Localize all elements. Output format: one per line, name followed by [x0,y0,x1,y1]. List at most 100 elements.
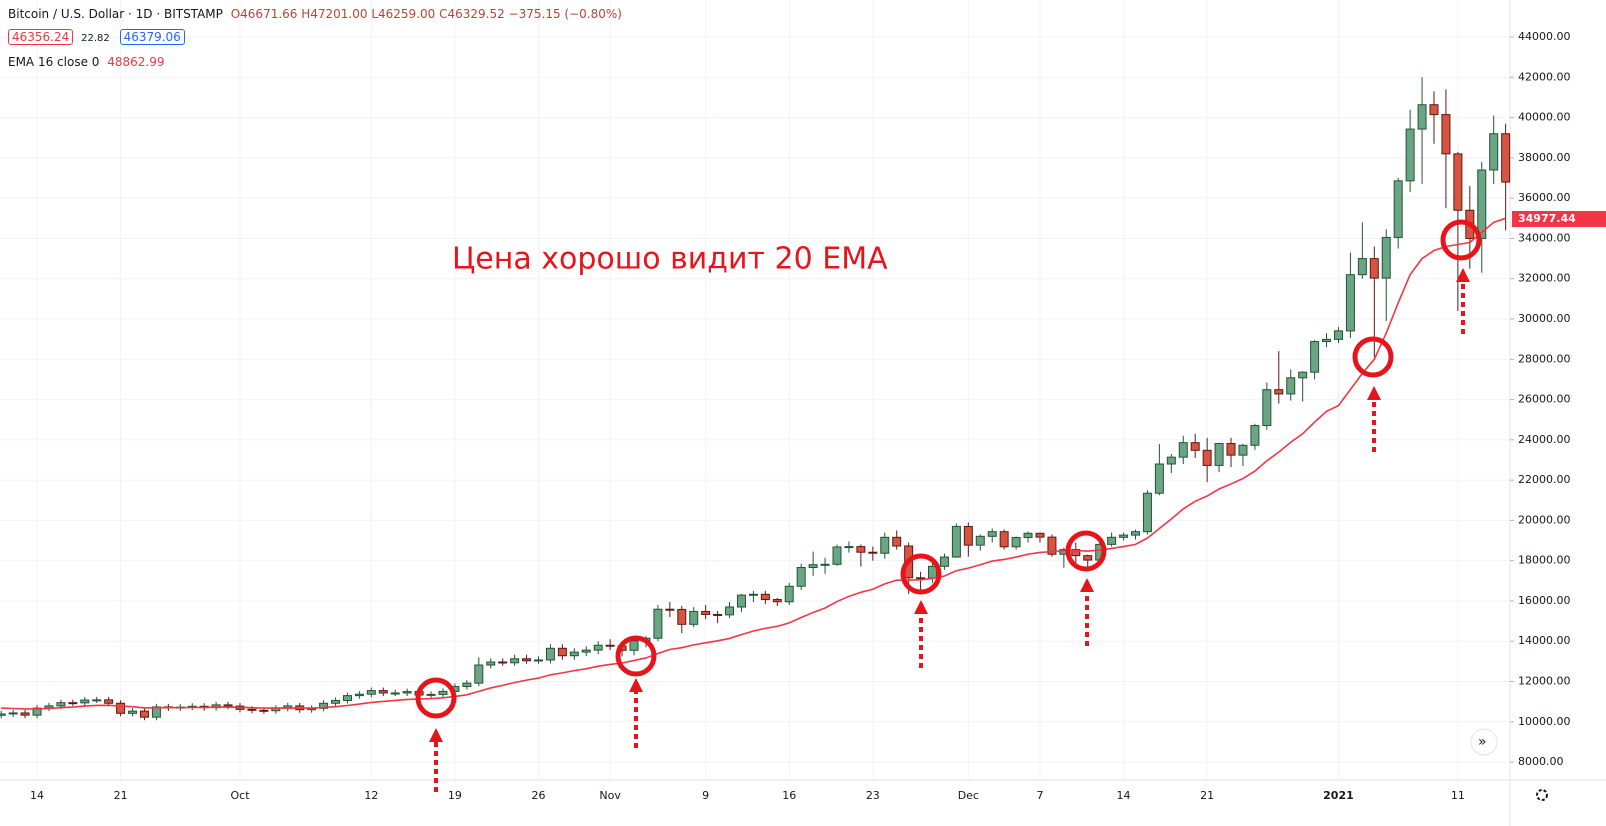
x-tick-label: 2021 [1323,789,1354,802]
candle-body [892,536,902,547]
candle-body [522,658,532,662]
scroll-icon[interactable]: » [1478,734,1487,750]
candle-body [68,702,78,705]
scroll-button[interactable] [1470,728,1498,756]
candle-body [259,709,269,712]
candle-body [1310,341,1320,373]
spread: 22.82 [81,33,110,44]
candle-body [0,713,6,716]
candle-body [1190,442,1200,451]
candle-body [760,593,770,601]
candle-body [1345,274,1355,332]
candle-body [1154,463,1164,494]
candle-body [1131,531,1140,536]
x-tick-label: Dec [958,789,979,802]
candle-body [1453,153,1463,211]
annotation-marks [415,219,1482,792]
candle-body [32,707,42,716]
ema-legend: EMA 16 close 0 48862.99 [8,55,165,69]
candle-body [116,702,126,714]
candle-body [1119,534,1129,538]
arrow-shafts [434,282,1465,792]
candle-body [1011,537,1021,548]
candle-body [319,702,329,709]
candle-body [1071,549,1081,557]
candle-body [928,565,938,579]
candle-body [402,691,412,694]
candle-body [1322,338,1332,343]
settings-icon[interactable] [1536,789,1548,801]
candle-body [104,699,114,704]
circle [900,553,942,595]
candle-body [1417,104,1427,130]
candle-body [1477,169,1487,239]
circle [415,677,457,719]
candle-body [534,659,543,662]
x-tick-label: 19 [448,789,462,802]
x-tick-label: Oct [230,789,250,802]
annotation: Цена хорошо видит 20 EMA [452,242,888,277]
candle-body [772,599,782,603]
y-tick-label: 26000.00 [1518,393,1571,406]
candle-body [653,608,663,639]
candle-body [498,661,508,664]
ask-box[interactable]: 46379.06 [119,29,185,45]
y-tick-label: 24000.00 [1518,433,1571,446]
ema-value: 48862.99 [107,55,165,69]
candle-body [342,695,352,701]
y-tick-label: 38000.00 [1518,151,1571,164]
candle-body [390,692,400,695]
candle-body [1178,442,1188,458]
candle-body [593,644,603,651]
candle-body [1166,456,1176,465]
x-tick-label: Nov [599,789,621,802]
candle-body [808,564,818,569]
ema-name: EMA 16 close 0 [8,55,100,69]
circle [1440,219,1482,261]
x-tick-label: 11 [1451,789,1465,802]
arrow-head [1456,268,1470,282]
y-tick-label: 22000.00 [1518,473,1571,486]
candle-body [748,593,758,596]
candle-body [951,525,961,558]
candle-body [713,613,723,616]
candle-body [486,661,496,666]
candle-body [1023,532,1033,539]
candle-body [677,608,687,625]
candle-body [1262,389,1272,427]
candle-body [1107,536,1117,545]
y-tick-label: 36000.00 [1518,191,1571,204]
x-tick-label: 21 [114,789,128,802]
candle-body [832,546,842,565]
candle-body [331,699,341,704]
x-tick-label: 9 [702,789,709,802]
circle [1352,336,1394,378]
candle-body [629,640,639,651]
y-tick-label: 16000.00 [1518,594,1571,607]
y-tick-label: 8000.00 [1518,755,1564,768]
candle-body [975,535,985,546]
y-tick-label: 34000.00 [1518,231,1571,244]
candle-body [426,693,436,696]
arrow-head [914,600,928,614]
candle-body [1357,258,1367,276]
candle-body [963,525,973,546]
candle-body [1035,532,1045,538]
candle-body [1083,555,1093,561]
candle-body [462,682,472,688]
bid-box[interactable]: 46356.24 [8,29,74,45]
candle-body [1333,330,1343,340]
candle-body [366,690,376,695]
candle-body [223,704,233,707]
candle-body [701,610,711,615]
last-price-box [1512,211,1606,227]
candle-body [354,693,364,697]
candle-body [56,702,66,707]
circle [1065,530,1107,572]
x-tick-label: 21 [1200,789,1214,802]
candle-body [1489,133,1499,171]
ema-line [1,217,1506,710]
y-tick-label: 42000.00 [1518,70,1571,83]
candle-body [1202,449,1212,466]
candle-body [510,658,520,664]
